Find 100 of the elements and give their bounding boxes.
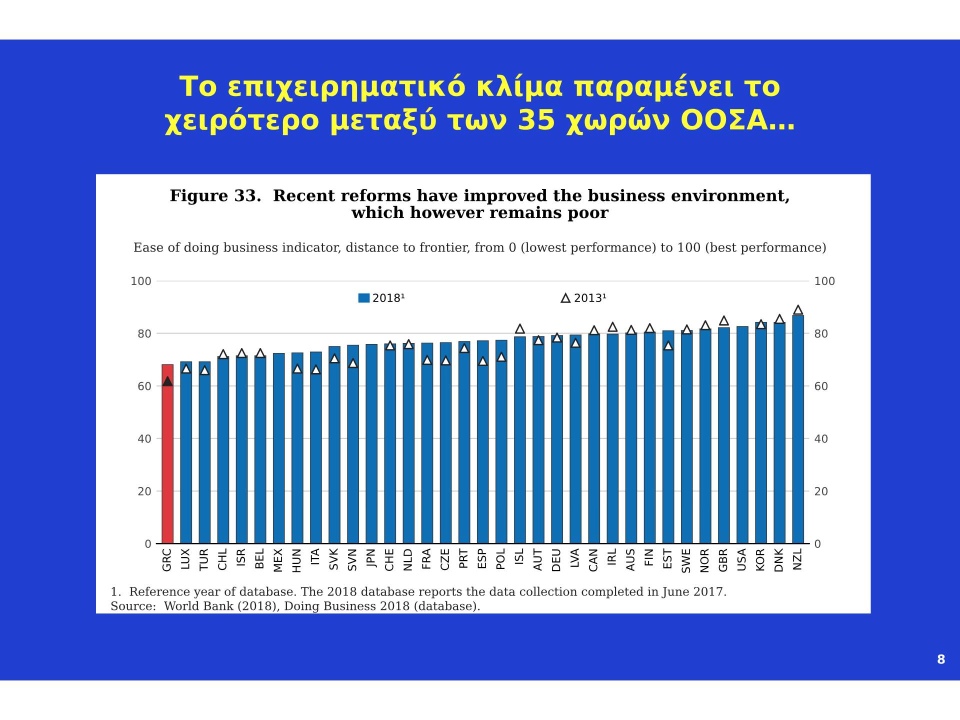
bar (254, 355, 266, 544)
bar (328, 346, 340, 544)
point (348, 358, 358, 368)
y2-tick-label: 60 (814, 382, 828, 390)
point (644, 323, 655, 334)
x-tick-label: CHE (384, 549, 394, 571)
bar (532, 336, 544, 544)
point (440, 355, 451, 366)
legend-label: 2018¹ (373, 294, 404, 302)
bar (440, 342, 452, 544)
bar (606, 334, 619, 544)
text: 1. Reference year of database. The 2018 database reports the data collection completed in June 2017. (112, 586, 726, 598)
bar (217, 356, 230, 544)
x-tick-label: TUR (200, 548, 208, 572)
x-tick-label: NLD (404, 549, 412, 570)
point (570, 338, 581, 348)
x-tick-label: ESP (478, 548, 486, 568)
bar (366, 344, 378, 544)
point (236, 348, 247, 358)
bar (644, 332, 656, 544)
bar (310, 352, 322, 544)
bar (774, 322, 786, 544)
point (385, 340, 396, 351)
x-tick-label: FIN (644, 550, 653, 566)
y-tick-label: 0 (145, 540, 151, 548)
source-note: Source: World Bank (2018), Doing Business 2018 (database). (111, 601, 480, 613)
bar (402, 342, 415, 544)
point (162, 376, 173, 386)
x-tick-label: ITA (310, 548, 320, 564)
bar (570, 334, 582, 544)
y-tick-label: 100 (132, 276, 151, 286)
x-tick-label: MEX (274, 548, 282, 572)
point (718, 315, 730, 326)
bar (162, 364, 174, 544)
bar (755, 322, 767, 544)
y2-tick-label: 0 (814, 540, 820, 548)
x-tick-label: USA (737, 548, 746, 570)
point (514, 324, 526, 334)
point (682, 324, 692, 335)
text: 8 (938, 654, 945, 664)
chart-title: Το επιχειρηματικό κλίμα παραμένει το χειρότερο μεταξύ των 35 χωρών ΟΟΣΑ… (164, 74, 794, 136)
point (533, 335, 544, 346)
x-tick-label: IRL (608, 548, 616, 565)
bar (680, 330, 693, 544)
bar (551, 335, 563, 544)
bar (718, 327, 730, 544)
point (626, 324, 636, 336)
point (552, 332, 562, 343)
bar (198, 361, 211, 544)
x-tick-label: ISL (514, 548, 524, 564)
point (793, 304, 804, 315)
x-tick-label: POL (496, 548, 505, 570)
point (589, 325, 600, 336)
x-tick-label: SVN (348, 550, 356, 571)
point (181, 363, 192, 374)
x-tick-label: GBR (718, 548, 728, 572)
x-tick-label: AUT (533, 548, 542, 571)
x-tick-label: NOR (700, 548, 709, 572)
bar (421, 342, 434, 544)
bar (496, 340, 508, 544)
point (218, 349, 228, 360)
x-tick-label: LUX (181, 548, 190, 569)
point (459, 342, 470, 354)
x-tick-label: AUS (626, 549, 634, 572)
x-tick-label: EST (663, 548, 672, 568)
x-tick-label: NZL (793, 548, 802, 570)
point (422, 354, 432, 365)
bar (292, 352, 304, 544)
y-tick-label: 80 (138, 329, 151, 338)
x-tick-label: PRT (459, 548, 468, 568)
bar (625, 332, 638, 544)
bar (514, 336, 526, 544)
bar (476, 340, 489, 544)
y-tick-label: 20 (138, 487, 151, 496)
point (663, 340, 674, 351)
x-tick-label: SVK (329, 548, 338, 570)
point (478, 356, 488, 366)
x-tick-label: KOR (756, 548, 764, 571)
point (404, 339, 414, 350)
bar (384, 344, 396, 544)
bar (272, 352, 285, 544)
point (292, 363, 303, 374)
x-tick-label: DEU (552, 549, 560, 572)
point (255, 348, 266, 358)
bar (180, 361, 192, 544)
chart-subtitle: Figure 33. Recent reforms have improved the business environment, which however remains poor (170, 189, 789, 222)
y-tick-label: 40 (138, 434, 151, 443)
point (310, 364, 322, 374)
y-tick-label: 60 (138, 382, 151, 390)
bar (792, 315, 804, 544)
bar (458, 341, 470, 544)
legend-label: 2013¹ (574, 294, 606, 302)
point (774, 314, 785, 324)
x-tick-label: ISR (236, 548, 246, 566)
x-tick-label: CZE (440, 549, 450, 570)
x-tick-label: DNK (774, 548, 783, 572)
bar (700, 328, 712, 544)
x-tick-label: LVA (570, 548, 579, 567)
point (329, 353, 340, 364)
x-tick-label: CHL (218, 548, 226, 570)
